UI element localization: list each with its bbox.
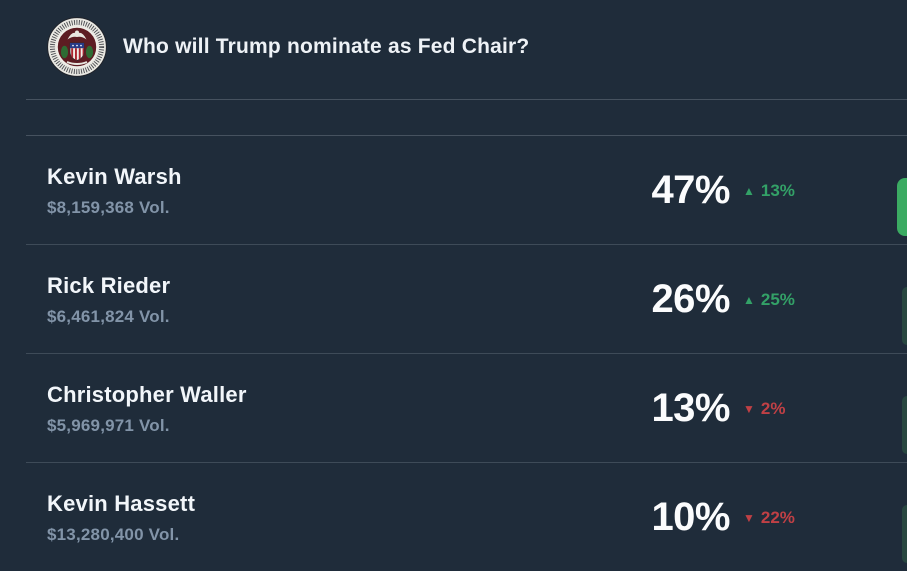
market-title: Who will Trump nominate as Fed Chair? (123, 35, 530, 58)
outcome-info: Kevin Hassett $13,280,400 Vol. (47, 491, 570, 545)
outcome-volume: $8,159,368 Vol. (47, 197, 170, 217)
outcome-name[interactable]: Rick Rieder (47, 272, 171, 298)
change-value: 25% (760, 289, 795, 309)
change-value: 13% (760, 180, 795, 200)
outcome-row-kevin-hassett[interactable]: Kevin Hassett $13,280,400 Vol. 10% ▼ 22% (0, 463, 907, 571)
outcome-volume: $13,280,400 Vol. (47, 524, 180, 544)
probability-change: ▲ 25% (730, 290, 907, 310)
outcome-name[interactable]: Kevin Warsh (47, 163, 182, 189)
buy-yes-button[interactable] (902, 504, 907, 563)
outcome-info: Kevin Warsh $8,159,368 Vol. (47, 164, 570, 218)
outcomes-list: Kevin Warsh $8,159,368 Vol. 47% ▲ 13% Ri… (0, 136, 907, 571)
buy-yes-button[interactable] (902, 286, 907, 345)
market-header: Who will Trump nominate as Fed Chair? (47, 17, 907, 77)
outcome-row-kevin-warsh[interactable]: Kevin Warsh $8,159,368 Vol. 47% ▲ 13% (0, 136, 907, 245)
probability-value: 10% (651, 495, 730, 539)
outcome-row-christopher-waller[interactable]: Christopher Waller $5,969,971 Vol. 13% ▼… (0, 354, 907, 463)
trend-up-icon: ▲ (743, 292, 755, 307)
trend-down-icon: ▼ (743, 510, 755, 525)
probability-change: ▼ 22% (730, 508, 907, 528)
probability-value: 47% (651, 168, 730, 212)
probability-value: 13% (651, 386, 730, 430)
outcome-info: Rick Rieder $6,461,824 Vol. (47, 273, 570, 327)
buy-yes-button[interactable] (902, 395, 907, 454)
outcome-row-rick-rieder[interactable]: Rick Rieder $6,461,824 Vol. 26% ▲ 25% (0, 245, 907, 354)
header-divider (26, 99, 907, 100)
list-top-divider (26, 135, 907, 136)
outcome-info: Christopher Waller $5,969,971 Vol. (47, 382, 570, 436)
outcome-volume: $5,969,971 Vol. (47, 415, 170, 435)
probability-change: ▲ 13% (730, 181, 907, 201)
trend-up-icon: ▲ (743, 183, 755, 198)
federal-reserve-seal-icon (47, 17, 107, 77)
outcome-name[interactable]: Kevin Hassett (47, 490, 196, 516)
probability-change: ▼ 2% (730, 399, 907, 419)
outcome-volume: $6,461,824 Vol. (47, 306, 170, 326)
change-value: 2% (760, 398, 786, 418)
change-value: 22% (760, 507, 795, 527)
trend-down-icon: ▼ (743, 401, 755, 416)
buy-yes-button[interactable] (897, 177, 907, 236)
probability-value: 26% (651, 277, 730, 321)
outcome-name[interactable]: Christopher Waller (47, 381, 247, 407)
